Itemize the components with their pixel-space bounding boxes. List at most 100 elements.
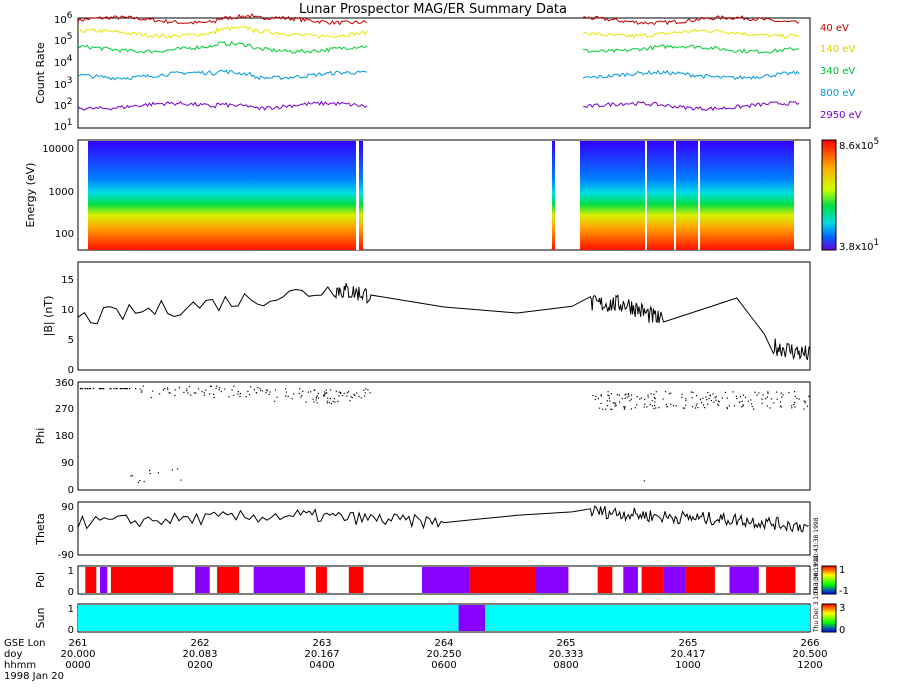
phi-point xyxy=(315,397,318,399)
phi-point xyxy=(149,469,151,471)
phi-point xyxy=(239,395,241,397)
phi-point xyxy=(600,395,602,397)
phi-point xyxy=(756,394,758,396)
phi-point xyxy=(681,393,683,395)
x-tick-lon: 261 xyxy=(68,638,87,649)
phi-point xyxy=(329,397,331,400)
phi-point xyxy=(605,408,607,410)
phi-point xyxy=(640,397,643,399)
phi-point xyxy=(149,473,151,475)
phi-tick-90: 90 xyxy=(61,458,74,469)
panel-b-magnitude xyxy=(77,261,811,371)
phi-point xyxy=(766,405,768,407)
count-tick-6: 106 xyxy=(54,11,73,26)
phi-point xyxy=(325,389,327,391)
phi-point xyxy=(216,385,218,387)
energy-tick-100: 100 xyxy=(55,229,74,240)
phi-point xyxy=(606,405,609,407)
phi-point xyxy=(776,391,778,393)
phi-point xyxy=(209,393,211,395)
phi-point xyxy=(600,394,602,396)
phi-point xyxy=(668,393,670,395)
phi-point xyxy=(658,407,660,409)
phi-point xyxy=(610,393,612,395)
colorbar-max: 8.6x105 xyxy=(839,137,879,152)
phi-point xyxy=(248,394,251,396)
phi-point xyxy=(644,398,646,401)
ylabel-theta: Theta xyxy=(34,513,47,546)
phi-point xyxy=(616,394,619,396)
phi-point xyxy=(198,388,200,390)
phi-point xyxy=(291,398,293,400)
phi-point xyxy=(351,397,353,399)
phi-point xyxy=(782,394,784,396)
phi-point xyxy=(301,395,303,397)
phi-point xyxy=(717,403,719,405)
phi-point xyxy=(742,394,745,396)
pol-bar xyxy=(217,567,240,593)
phi-point xyxy=(670,392,672,394)
series-line-1-0 xyxy=(77,25,368,39)
phi-point xyxy=(316,402,318,404)
phi-point xyxy=(150,397,152,399)
phi-point xyxy=(188,386,190,388)
phi-point xyxy=(287,395,289,397)
phi-point xyxy=(715,399,717,401)
phi-point xyxy=(274,400,276,402)
phi-point xyxy=(634,407,636,409)
phi-point xyxy=(250,386,252,388)
phi-point xyxy=(629,400,631,402)
phi-point xyxy=(141,390,143,392)
phi-point xyxy=(183,391,185,393)
phi-point xyxy=(247,390,249,392)
phi-point xyxy=(245,396,247,398)
phi-point xyxy=(747,400,749,402)
phi-point xyxy=(142,385,144,387)
phi-point xyxy=(343,392,345,394)
phi-point xyxy=(804,400,806,402)
phi-point xyxy=(654,401,656,403)
phi-point xyxy=(690,391,692,393)
series-line-1-1 xyxy=(582,28,800,39)
phi-point xyxy=(794,395,796,397)
theta-tick-0: 0 xyxy=(68,524,74,535)
phi-point xyxy=(655,391,657,393)
phi-point xyxy=(116,388,118,390)
phi-point xyxy=(664,391,667,393)
series-line-3-1 xyxy=(582,69,800,81)
phi-point xyxy=(255,392,258,394)
legend-2950ev: 2950 eV xyxy=(820,110,862,121)
phi-point xyxy=(662,398,664,400)
phi-point xyxy=(88,388,90,390)
phi-point xyxy=(210,385,212,387)
phi-point xyxy=(647,394,649,396)
phi-point xyxy=(124,388,126,390)
phi-point xyxy=(794,391,796,393)
phi-point xyxy=(231,389,233,391)
phi-point xyxy=(613,402,616,404)
phi-point xyxy=(630,408,632,410)
phi-point xyxy=(653,397,656,399)
phi-point xyxy=(670,403,672,405)
phi-point xyxy=(103,388,105,390)
ylabel-energy: Energy (eV) xyxy=(24,163,37,228)
phi-point xyxy=(595,395,597,398)
phi-point xyxy=(796,397,798,399)
count-tick-1: 101 xyxy=(54,118,72,133)
phi-point xyxy=(356,392,358,394)
phi-tick-0: 0 xyxy=(68,485,74,496)
phi-point xyxy=(754,391,756,393)
spectrogram-gap-2 xyxy=(645,141,647,250)
phi-point xyxy=(666,405,668,407)
phi-point xyxy=(98,388,100,390)
sun-bar xyxy=(78,605,459,631)
x-axis: GSE Lon doy hhmm 1998 Jan 20 26120.00000… xyxy=(4,638,828,682)
phi-point xyxy=(178,387,180,389)
ylabel-pol: Pol xyxy=(34,572,47,588)
phi-point xyxy=(780,392,782,394)
phi-point xyxy=(623,408,626,410)
phi-point xyxy=(625,393,627,395)
phi-point xyxy=(741,406,743,408)
pol-bar xyxy=(110,567,174,593)
phi-point xyxy=(791,407,793,409)
